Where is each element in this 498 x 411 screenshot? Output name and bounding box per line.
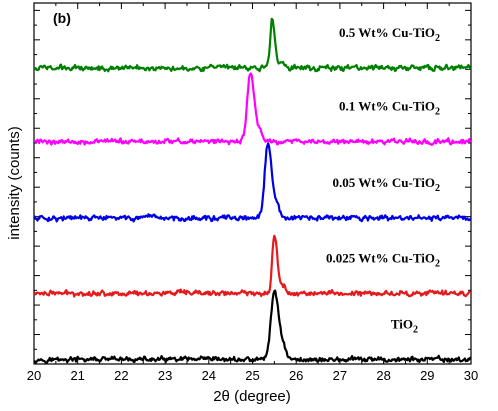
series-label-text: TiO bbox=[391, 317, 413, 332]
x-tick-label: 27 bbox=[333, 368, 347, 383]
series-label-text: 0.05 Wt% Cu-TiO bbox=[333, 175, 435, 190]
series-label-0: TiO2 bbox=[391, 317, 418, 336]
series-label-subscript: 2 bbox=[413, 325, 418, 336]
series-line-0 bbox=[33, 289, 472, 365]
series-line-1 bbox=[33, 234, 472, 298]
series-label-subscript: 2 bbox=[435, 183, 440, 194]
series-group bbox=[33, 17, 472, 365]
series-label-subscript: 2 bbox=[435, 33, 440, 44]
x-axis-ticks: 20 21 22 23 24 25 26 27 28 29 30 bbox=[27, 3, 478, 383]
y-axis-title: intensity (counts) bbox=[6, 126, 23, 239]
series-line-3 bbox=[33, 72, 472, 146]
x-tick-label: 21 bbox=[70, 368, 84, 383]
x-tick-label: 30 bbox=[464, 368, 478, 383]
series-line-2 bbox=[33, 142, 472, 223]
x-tick-label: 22 bbox=[114, 368, 128, 383]
series-label-4: 0.5 Wt% Cu-TiO2 bbox=[339, 25, 440, 44]
series-label-3: 0.1 Wt% Cu-TiO2 bbox=[339, 99, 440, 118]
x-axis-title: 2θ (degree) bbox=[213, 388, 291, 405]
series-label-text: 0.1 Wt% Cu-TiO bbox=[339, 99, 435, 114]
x-tick-label: 20 bbox=[27, 368, 41, 383]
series-label-subscript: 2 bbox=[435, 258, 440, 269]
x-tick-label: 24 bbox=[202, 368, 216, 383]
series-label-1: 0.025 Wt% Cu-TiO2 bbox=[326, 250, 440, 269]
x-tick-label: 23 bbox=[158, 368, 172, 383]
x-tick-label: 25 bbox=[245, 368, 259, 383]
series-line-4 bbox=[33, 17, 472, 73]
panel-label: (b) bbox=[53, 10, 71, 26]
x-tick-label: 28 bbox=[376, 368, 390, 383]
series-label-2: 0.05 Wt% Cu-TiO2 bbox=[333, 175, 440, 194]
series-label-text: 0.025 Wt% Cu-TiO bbox=[326, 250, 435, 265]
series-label-subscript: 2 bbox=[435, 107, 440, 118]
x-tick-label: 26 bbox=[289, 368, 303, 383]
series-label-text: 0.5 Wt% Cu-TiO bbox=[339, 25, 435, 40]
x-tick-label: 29 bbox=[420, 368, 434, 383]
